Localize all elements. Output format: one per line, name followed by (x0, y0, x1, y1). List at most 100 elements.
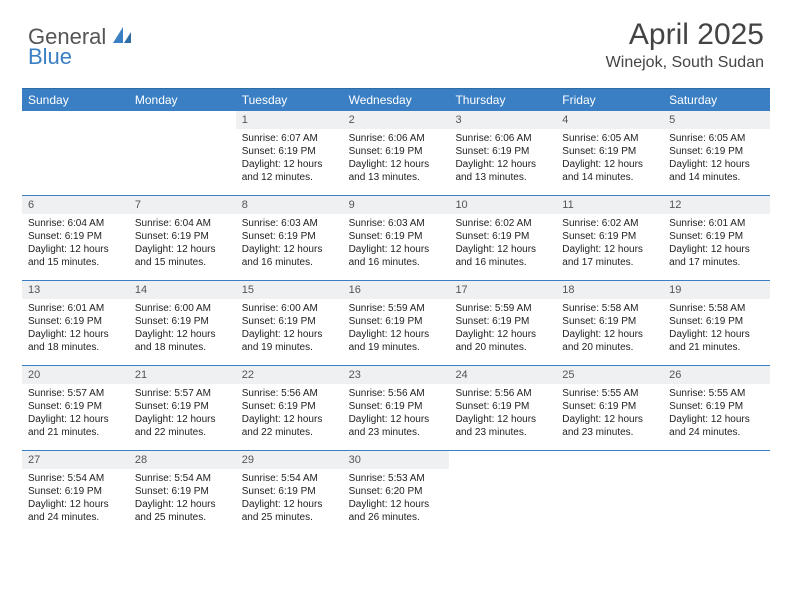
calendar-cell: 10Sunrise: 6:02 AMSunset: 6:19 PMDayligh… (449, 196, 556, 280)
cell-body: Sunrise: 6:07 AMSunset: 6:19 PMDaylight:… (236, 129, 343, 188)
logo-sail-icon (111, 25, 133, 50)
calendar-cell: 17Sunrise: 5:59 AMSunset: 6:19 PMDayligh… (449, 281, 556, 365)
day-number: 19 (663, 281, 770, 299)
calendar-cell: 9Sunrise: 6:03 AMSunset: 6:19 PMDaylight… (343, 196, 450, 280)
daylight-text: Daylight: 12 hours and 16 minutes. (349, 243, 444, 269)
day-number: 13 (22, 281, 129, 299)
sunset-text: Sunset: 6:19 PM (349, 145, 444, 158)
sunset-text: Sunset: 6:19 PM (242, 485, 337, 498)
calendar-cell: 12Sunrise: 6:01 AMSunset: 6:19 PMDayligh… (663, 196, 770, 280)
sunset-text: Sunset: 6:19 PM (455, 145, 550, 158)
sunrise-text: Sunrise: 5:55 AM (562, 387, 657, 400)
calendar-cell: 20Sunrise: 5:57 AMSunset: 6:19 PMDayligh… (22, 366, 129, 450)
calendar: Sunday Monday Tuesday Wednesday Thursday… (22, 88, 770, 535)
calendar-week: 13Sunrise: 6:01 AMSunset: 6:19 PMDayligh… (22, 280, 770, 365)
daylight-text: Daylight: 12 hours and 17 minutes. (669, 243, 764, 269)
day-number: 7 (129, 196, 236, 214)
calendar-cell: 21Sunrise: 5:57 AMSunset: 6:19 PMDayligh… (129, 366, 236, 450)
cell-body: Sunrise: 5:56 AMSunset: 6:19 PMDaylight:… (236, 384, 343, 443)
sunrise-text: Sunrise: 6:05 AM (562, 132, 657, 145)
cell-body: Sunrise: 5:59 AMSunset: 6:19 PMDaylight:… (343, 299, 450, 358)
cell-body: Sunrise: 6:05 AMSunset: 6:19 PMDaylight:… (663, 129, 770, 188)
cell-body: Sunrise: 6:00 AMSunset: 6:19 PMDaylight:… (129, 299, 236, 358)
calendar-week: 1Sunrise: 6:07 AMSunset: 6:19 PMDaylight… (22, 111, 770, 195)
cell-body: Sunrise: 5:57 AMSunset: 6:19 PMDaylight:… (129, 384, 236, 443)
day-number: 17 (449, 281, 556, 299)
dow-sunday: Sunday (22, 89, 129, 111)
calendar-cell: 24Sunrise: 5:56 AMSunset: 6:19 PMDayligh… (449, 366, 556, 450)
day-number: 26 (663, 366, 770, 384)
logo-text-blue: Blue (28, 44, 72, 69)
day-number: 25 (556, 366, 663, 384)
cell-body: Sunrise: 5:55 AMSunset: 6:19 PMDaylight:… (556, 384, 663, 443)
day-number: 6 (22, 196, 129, 214)
calendar-cell: 25Sunrise: 5:55 AMSunset: 6:19 PMDayligh… (556, 366, 663, 450)
sunset-text: Sunset: 6:19 PM (455, 400, 550, 413)
sunset-text: Sunset: 6:19 PM (28, 315, 123, 328)
day-number: 3 (449, 111, 556, 129)
calendar-cell: 15Sunrise: 6:00 AMSunset: 6:19 PMDayligh… (236, 281, 343, 365)
daylight-text: Daylight: 12 hours and 21 minutes. (28, 413, 123, 439)
daylight-text: Daylight: 12 hours and 19 minutes. (242, 328, 337, 354)
dow-monday: Monday (129, 89, 236, 111)
sunrise-text: Sunrise: 5:57 AM (28, 387, 123, 400)
calendar-cell: 27Sunrise: 5:54 AMSunset: 6:19 PMDayligh… (22, 451, 129, 535)
daylight-text: Daylight: 12 hours and 14 minutes. (669, 158, 764, 184)
cell-body: Sunrise: 6:03 AMSunset: 6:19 PMDaylight:… (343, 214, 450, 273)
calendar-cell: 23Sunrise: 5:56 AMSunset: 6:19 PMDayligh… (343, 366, 450, 450)
sunset-text: Sunset: 6:19 PM (562, 145, 657, 158)
calendar-cell: 1Sunrise: 6:07 AMSunset: 6:19 PMDaylight… (236, 111, 343, 195)
day-number: 8 (236, 196, 343, 214)
cell-body: Sunrise: 5:54 AMSunset: 6:19 PMDaylight:… (129, 469, 236, 528)
cell-body: Sunrise: 5:54 AMSunset: 6:19 PMDaylight:… (22, 469, 129, 528)
sunrise-text: Sunrise: 5:59 AM (349, 302, 444, 315)
daylight-text: Daylight: 12 hours and 12 minutes. (242, 158, 337, 184)
sunrise-text: Sunrise: 5:59 AM (455, 302, 550, 315)
sunset-text: Sunset: 6:19 PM (562, 230, 657, 243)
daylight-text: Daylight: 12 hours and 16 minutes. (242, 243, 337, 269)
daylight-text: Daylight: 12 hours and 22 minutes. (135, 413, 230, 439)
cell-body: Sunrise: 5:56 AMSunset: 6:19 PMDaylight:… (343, 384, 450, 443)
calendar-cell: 18Sunrise: 5:58 AMSunset: 6:19 PMDayligh… (556, 281, 663, 365)
sunrise-text: Sunrise: 6:02 AM (455, 217, 550, 230)
daylight-text: Daylight: 12 hours and 18 minutes. (28, 328, 123, 354)
day-number: 5 (663, 111, 770, 129)
daylight-text: Daylight: 12 hours and 26 minutes. (349, 498, 444, 524)
sunset-text: Sunset: 6:19 PM (242, 315, 337, 328)
sunset-text: Sunset: 6:19 PM (242, 230, 337, 243)
daylight-text: Daylight: 12 hours and 23 minutes. (562, 413, 657, 439)
dow-friday: Friday (556, 89, 663, 111)
day-number: 16 (343, 281, 450, 299)
sunrise-text: Sunrise: 6:04 AM (135, 217, 230, 230)
header: General April 2025 Winejok, South Sudan (0, 0, 792, 78)
sunset-text: Sunset: 6:19 PM (349, 400, 444, 413)
day-number: 20 (22, 366, 129, 384)
sunrise-text: Sunrise: 6:01 AM (28, 302, 123, 315)
calendar-cell: 29Sunrise: 5:54 AMSunset: 6:19 PMDayligh… (236, 451, 343, 535)
sunset-text: Sunset: 6:20 PM (349, 485, 444, 498)
cell-body: Sunrise: 6:04 AMSunset: 6:19 PMDaylight:… (129, 214, 236, 273)
day-number: 14 (129, 281, 236, 299)
day-number: 10 (449, 196, 556, 214)
sunset-text: Sunset: 6:19 PM (135, 485, 230, 498)
dow-saturday: Saturday (663, 89, 770, 111)
sunset-text: Sunset: 6:19 PM (669, 315, 764, 328)
cell-body: Sunrise: 5:58 AMSunset: 6:19 PMDaylight:… (663, 299, 770, 358)
sunrise-text: Sunrise: 5:58 AM (669, 302, 764, 315)
sunrise-text: Sunrise: 5:58 AM (562, 302, 657, 315)
sunset-text: Sunset: 6:19 PM (135, 230, 230, 243)
cell-body: Sunrise: 6:01 AMSunset: 6:19 PMDaylight:… (22, 299, 129, 358)
calendar-cell (449, 451, 556, 535)
sunrise-text: Sunrise: 5:55 AM (669, 387, 764, 400)
sunrise-text: Sunrise: 5:54 AM (242, 472, 337, 485)
calendar-cell: 2Sunrise: 6:06 AMSunset: 6:19 PMDaylight… (343, 111, 450, 195)
calendar-cell: 16Sunrise: 5:59 AMSunset: 6:19 PMDayligh… (343, 281, 450, 365)
sunrise-text: Sunrise: 5:56 AM (349, 387, 444, 400)
sunrise-text: Sunrise: 6:00 AM (242, 302, 337, 315)
daylight-text: Daylight: 12 hours and 16 minutes. (455, 243, 550, 269)
sunrise-text: Sunrise: 6:02 AM (562, 217, 657, 230)
calendar-cell: 28Sunrise: 5:54 AMSunset: 6:19 PMDayligh… (129, 451, 236, 535)
daylight-text: Daylight: 12 hours and 15 minutes. (135, 243, 230, 269)
sunrise-text: Sunrise: 5:56 AM (242, 387, 337, 400)
calendar-cell (22, 111, 129, 195)
